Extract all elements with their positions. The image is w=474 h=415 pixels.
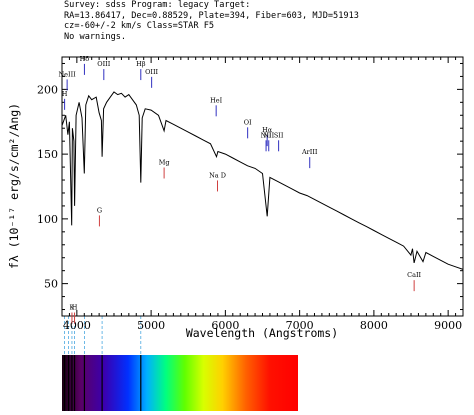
x-tick-label: 9000 xyxy=(434,319,462,332)
y-axis-title: fλ (10⁻¹⁷ erg/s/cm²/Ang) xyxy=(7,103,21,269)
plot-frame xyxy=(61,56,464,317)
x-axis-title: Wavelength (Angstroms) xyxy=(186,326,338,340)
spectral-line-label: G xyxy=(97,206,102,214)
color-spectrum-bar xyxy=(62,355,298,411)
spectrum-header: Survey: sdss Program: legacy Target: RA=… xyxy=(64,0,474,42)
spectral-line-label: NII xyxy=(261,131,272,139)
spectral-line-label: NeIII xyxy=(58,70,76,78)
x-tick-label: 7000 xyxy=(286,319,314,332)
spectral-line-label: OIII xyxy=(145,68,158,76)
x-tick-label: 6000 xyxy=(211,319,239,332)
y-tick-label: 100 xyxy=(37,213,58,226)
redshift-class-line: cz=-60+/-2 km/s Class=STAR F5 xyxy=(64,21,215,31)
guide-lines xyxy=(64,316,142,355)
spectral-line-label: HeI xyxy=(210,96,223,104)
y-tick-label: 50 xyxy=(44,278,58,291)
coordinates-line: RA=13.86417, Dec=0.88529, Plate=394, Fib… xyxy=(64,10,359,21)
y-tick-label: 150 xyxy=(37,148,58,161)
spectral-line-label: H xyxy=(62,90,68,98)
y-tick-label: 200 xyxy=(37,83,58,96)
x-tick-label: 4000 xyxy=(63,319,91,332)
warnings-line: No warnings. xyxy=(64,31,127,42)
spectral-line-label: Hδ xyxy=(80,55,90,63)
spectral-line-label: CaII xyxy=(407,271,421,279)
spectral-line-label: K xyxy=(70,304,75,312)
spectrum-bar-lines xyxy=(63,355,142,411)
spectral-line-label: SII xyxy=(274,131,284,139)
axis-ticks: 4000 5000 6000 7000 8000 9000 50 100 150 200 xyxy=(37,57,463,332)
spectral-line-label: Hβ xyxy=(136,60,146,68)
spectral-line-label: Na D xyxy=(209,171,226,179)
spectral-line-label: Mg xyxy=(159,158,170,166)
spectral-line-label: Hα xyxy=(262,126,273,134)
x-tick-label: 8000 xyxy=(360,319,388,332)
survey-line: Survey: sdss Program: legacy Target: xyxy=(64,0,251,10)
spectral-line-label: OIII xyxy=(97,60,110,68)
spectrum-line xyxy=(61,91,464,270)
x-tick-label: 5000 xyxy=(137,319,165,332)
spectral-line-label: OI xyxy=(244,118,252,126)
spectral-line-label: NII xyxy=(263,131,274,139)
spectral-line-label: H xyxy=(72,304,78,312)
spectral-line-label: ArIII xyxy=(301,148,318,156)
